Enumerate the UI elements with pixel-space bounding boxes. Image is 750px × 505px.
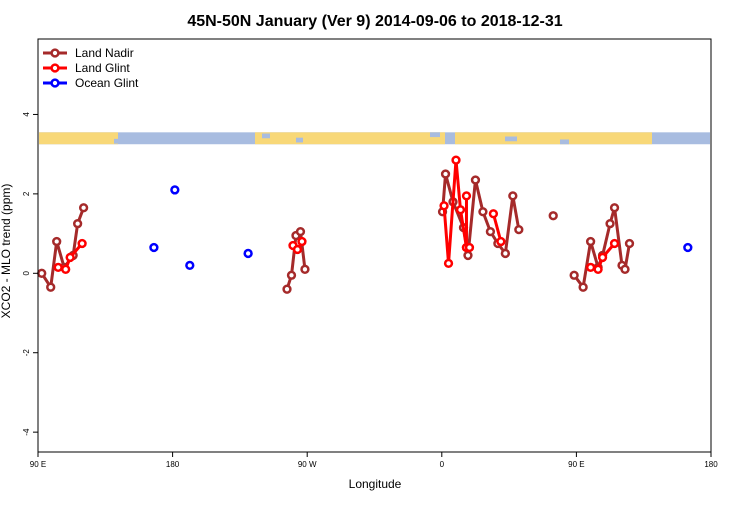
legend-label-ocean-glint: Ocean Glint (75, 76, 139, 90)
x-axis-label: Longitude (349, 477, 402, 491)
land-glint-point (609, 238, 620, 249)
land-glint-point (585, 262, 596, 272)
legend-label-land-nadir: Land Nadir (75, 46, 134, 60)
land-nadir-point (46, 282, 56, 292)
land-glint-point (65, 252, 75, 263)
chart-title: 45N-50N January (Ver 9) 2014-09-06 to 20… (187, 13, 562, 30)
ocean-glint-point-0 (149, 242, 159, 253)
land-nadir-point (485, 226, 496, 237)
land-nadir-point (78, 203, 89, 213)
land-glint-point (77, 238, 87, 249)
x-tick-label-0: 90 E (30, 460, 46, 469)
land-nadir-point (609, 203, 620, 213)
map-inlet-4 (505, 136, 517, 142)
x-tick-label-3: 0 (440, 460, 445, 469)
land-nadir-line-2 (441, 172, 521, 257)
land-glint-point (461, 191, 472, 201)
axes-layer: 90 E 180 90 W 0 90 E 180 -4 -2 0 2 4 (22, 112, 718, 469)
y-tick-label-4: 4 (22, 112, 31, 117)
series-layer (37, 155, 693, 294)
land-glint-point (439, 201, 449, 211)
land-glint-point (53, 262, 63, 272)
map-inlet-3 (430, 132, 440, 138)
land-glint-point (292, 244, 303, 255)
land-nadir-point (470, 175, 481, 185)
x-tick-label-4: 90 E (568, 460, 584, 469)
land-nadir-point (37, 268, 47, 278)
land-nadir-point (624, 238, 635, 249)
legend-marker-land-glint (50, 63, 60, 73)
x-tick-label-1: 180 (166, 460, 180, 469)
land-nadir-point (295, 226, 306, 237)
land-nadir-point (300, 264, 310, 274)
x-tick-label-2: 90 W (298, 460, 317, 469)
land-nadir-point (286, 270, 297, 280)
legend-marker-land-nadir (50, 48, 60, 58)
land-nadir-point (282, 284, 292, 294)
map-land-2 (455, 132, 652, 145)
land-glint-point (593, 264, 603, 274)
y-tick-label-0: -4 (22, 428, 31, 436)
land-glint-point (443, 258, 454, 269)
land-glint-point (597, 252, 608, 263)
y-axis-label: XCO2 - MLO trend (ppm) (0, 184, 13, 319)
land-glint-point (61, 264, 71, 274)
land-glint-point (464, 242, 475, 253)
land-glint-point (496, 236, 506, 247)
ocean-glint-point-3 (243, 248, 253, 259)
land-nadir-point (72, 219, 83, 229)
map-land-0 (39, 132, 118, 145)
land-nadir-point (514, 224, 524, 235)
legend-label-land-glint: Land Glint (75, 61, 130, 75)
land-glint-point (455, 205, 466, 215)
legend-marker-ocean-glint (50, 78, 60, 88)
land-nadir-point-0 (548, 211, 558, 221)
land-nadir-point (440, 169, 451, 179)
x-tick-label-5: 180 (704, 460, 718, 469)
map-inlet-1 (262, 133, 270, 139)
land-glint-line-4 (491, 213, 503, 242)
land-nadir-point (508, 191, 518, 201)
ocean-glint-point-2 (185, 260, 195, 271)
ocean-glint-point-4 (683, 242, 693, 253)
y-tick-label-3: 2 (22, 191, 31, 196)
map-inlet-0 (114, 138, 120, 144)
land-nadir-point (605, 219, 615, 229)
y-tick-label-2: 0 (22, 271, 31, 276)
land-nadir-point (463, 250, 473, 261)
land-nadir-point (500, 248, 511, 259)
land-glint-point (451, 155, 461, 165)
land-nadir-line-3 (572, 206, 631, 289)
ocean-glint-point-1 (170, 185, 180, 195)
y-tick-label-1: -2 (22, 349, 31, 357)
land-nadir-point (578, 282, 588, 292)
land-nadir-point (569, 270, 579, 280)
plot-frame (37, 38, 712, 453)
land-glint-point (488, 209, 499, 219)
land-nadir-point (478, 207, 488, 217)
land-nadir-point (620, 264, 630, 274)
map-inlet-2 (296, 137, 303, 143)
map-land-1 (255, 132, 445, 145)
land-nadir-point (52, 236, 62, 247)
map-inlet-5 (560, 139, 569, 145)
land-nadir-point (585, 236, 596, 247)
world-map-band (39, 132, 710, 145)
land-glint-point (297, 236, 307, 247)
